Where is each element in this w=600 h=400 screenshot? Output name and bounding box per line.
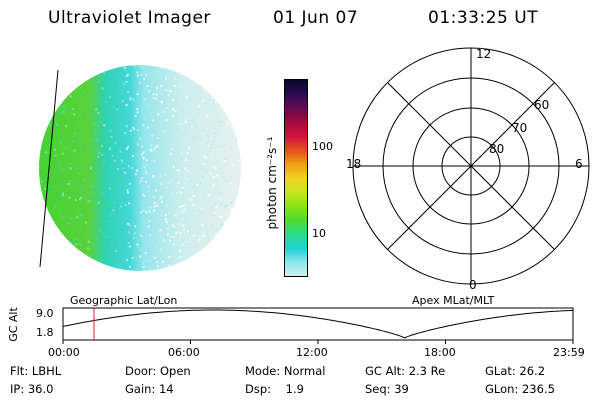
lat-label-70: 70	[512, 121, 527, 135]
lat-label-60: 60	[534, 98, 549, 112]
gc-alt-axis-title: GC Alt	[6, 307, 20, 342]
apex-coord-label: Apex MLat/MLT	[412, 294, 495, 307]
color-bar	[284, 79, 308, 277]
date-label: 01 Jun 07	[273, 8, 359, 28]
colorbar-tick-100: 100	[312, 140, 333, 153]
x-tick-0000: 00:00	[48, 346, 80, 359]
x-tick-0600: 06:00	[168, 346, 200, 359]
colorbar-tick-10: 10	[312, 227, 326, 240]
earth-disk	[39, 65, 241, 271]
mode-info: Mode: Normal	[245, 364, 326, 378]
polar-diagonal-2	[387, 82, 555, 250]
speckle-texture	[39, 65, 241, 271]
altitude-curve	[62, 309, 574, 339]
mlt-label-12: 12	[476, 47, 491, 61]
door-info: Door: Open	[125, 364, 191, 378]
uv-image	[39, 65, 241, 271]
ip-info: IP: 36.0	[10, 382, 54, 396]
dsp-info: Dsp: 1.9	[245, 382, 304, 396]
colorbar-unit-label: photon cm⁻²s⁻¹	[265, 136, 279, 230]
time-label: 01:33:25 UT	[428, 8, 539, 28]
gc-alt-info: GC Alt: 2.3 Re	[365, 364, 446, 378]
x-tick-1800: 18:00	[424, 346, 456, 359]
mlt-label-6: 6	[575, 157, 583, 171]
glat-info: GLat: 26.2	[485, 364, 546, 378]
terminator-line	[39, 69, 59, 268]
gain-info: Gain: 14	[125, 382, 174, 396]
filter-info: Flt: LBHL	[10, 364, 62, 378]
instrument-title: Ultraviolet Imager	[48, 8, 211, 28]
altitude-timeline	[62, 307, 574, 344]
y-tick-9: 9.0	[36, 307, 54, 320]
y-tick-1-8: 1.8	[36, 326, 54, 339]
polar-grid: 12 18 6 0 60 70 80	[346, 47, 590, 292]
seq-info: Seq: 39	[365, 382, 409, 396]
timeline-frame	[62, 307, 574, 341]
lat-label-80: 80	[489, 142, 504, 156]
geo-coord-label: Geographic Lat/Lon	[70, 294, 178, 307]
mlt-label-18: 18	[346, 157, 361, 171]
glon-info: GLon: 236.5	[485, 382, 555, 396]
x-tick-2359: 23:59	[553, 346, 585, 359]
mlt-label-0: 0	[469, 278, 477, 292]
x-tick-1200: 12:00	[296, 346, 328, 359]
